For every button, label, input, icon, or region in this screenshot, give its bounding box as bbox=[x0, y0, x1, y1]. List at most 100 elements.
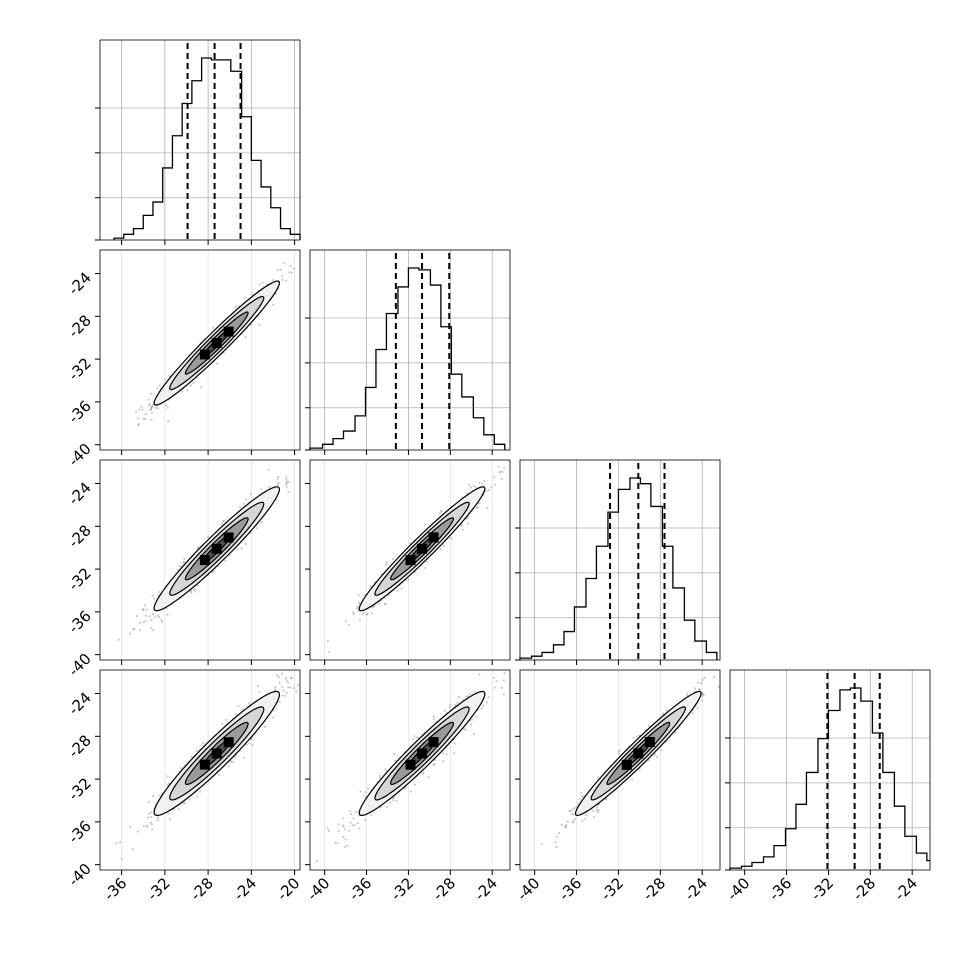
scatter-point bbox=[158, 591, 161, 594]
x-tick-label: -40 bbox=[303, 874, 333, 904]
histogram-steps bbox=[519, 477, 718, 660]
scatter-point bbox=[151, 629, 154, 632]
scatter-point bbox=[358, 618, 361, 621]
scatter-point bbox=[617, 750, 620, 753]
scatter-point bbox=[448, 703, 452, 706]
scatter-point bbox=[415, 736, 419, 739]
scatter-point bbox=[493, 483, 497, 486]
scatter-point bbox=[366, 612, 369, 615]
scatter-point bbox=[448, 706, 451, 709]
scatter-point bbox=[662, 712, 665, 715]
scatter-point bbox=[698, 688, 701, 691]
scatter-frame-r3-c1 bbox=[99, 459, 301, 661]
scatter-point bbox=[352, 611, 355, 614]
scatter-frame-r4-c3 bbox=[519, 669, 721, 871]
scatter-point bbox=[363, 818, 367, 822]
scatter-point bbox=[158, 384, 161, 387]
scatter-point bbox=[470, 718, 473, 722]
scatter-point bbox=[440, 510, 443, 513]
scatter-point bbox=[713, 676, 716, 679]
y-tick-label: -36 bbox=[65, 397, 95, 427]
scatter-point bbox=[461, 528, 464, 531]
scatter-point bbox=[289, 677, 292, 680]
scatter-point bbox=[379, 774, 382, 777]
scatter-point bbox=[456, 701, 459, 704]
scatter-point bbox=[195, 749, 199, 752]
scatter-point bbox=[288, 271, 291, 274]
scatter-point bbox=[167, 812, 170, 815]
scatter-point bbox=[224, 718, 228, 722]
scatter-point bbox=[384, 602, 387, 605]
scatter-frame-r4-c1 bbox=[99, 669, 301, 871]
scatter-point bbox=[89, 460, 91, 462]
scatter-point bbox=[357, 594, 360, 597]
scatter-point bbox=[156, 387, 159, 390]
scatter-point bbox=[261, 281, 264, 284]
scatter-point bbox=[413, 783, 416, 786]
scatter-point bbox=[149, 821, 152, 824]
scatter-point bbox=[145, 608, 148, 611]
scatter-point bbox=[167, 420, 170, 423]
scatter-point bbox=[469, 723, 473, 726]
scatter-point bbox=[469, 486, 472, 489]
scatter-point bbox=[579, 791, 583, 794]
scatter-point bbox=[360, 613, 363, 616]
scatter-point bbox=[144, 417, 147, 421]
scatter-point bbox=[303, 266, 305, 268]
scatter-point bbox=[141, 608, 144, 611]
scatter-point bbox=[181, 802, 184, 805]
scatter-point bbox=[137, 422, 141, 426]
scatter-point bbox=[263, 725, 267, 729]
scatter-point bbox=[422, 771, 425, 774]
scatter-point bbox=[136, 830, 139, 833]
histogram-steps bbox=[729, 687, 930, 870]
scatter-point bbox=[635, 735, 639, 738]
x-tick-label: -20 bbox=[273, 874, 303, 904]
scatter-point bbox=[697, 681, 700, 684]
scatter-point bbox=[258, 283, 261, 286]
scatter-point bbox=[287, 686, 290, 689]
scatter-point bbox=[136, 424, 140, 427]
scatter-point bbox=[647, 724, 650, 727]
scatter-point bbox=[487, 695, 490, 699]
scatter-point bbox=[560, 823, 563, 827]
scatter-point bbox=[115, 662, 117, 664]
density-peak-cell bbox=[428, 737, 439, 748]
scatter-point bbox=[279, 268, 282, 271]
scatter-point bbox=[364, 593, 367, 596]
scatter-point bbox=[478, 501, 481, 504]
scatter-point bbox=[346, 844, 349, 847]
scatter-point bbox=[290, 676, 294, 679]
x-tick-label: -32 bbox=[144, 874, 174, 904]
scatter-point bbox=[472, 732, 476, 736]
scatter-point bbox=[151, 828, 154, 831]
scatter-point bbox=[120, 858, 123, 861]
scatter-point bbox=[281, 685, 284, 689]
scatter-point bbox=[475, 715, 478, 718]
scatter-point bbox=[144, 614, 147, 617]
scatter-point bbox=[277, 481, 280, 484]
x-axis-col-4: -40 -36 -32 -28 -24 bbox=[723, 870, 921, 904]
x-tick-label: -36 bbox=[555, 874, 585, 904]
scatter-point bbox=[195, 795, 199, 798]
scatter-point bbox=[454, 703, 457, 706]
scatter-point bbox=[244, 542, 247, 546]
scatter-point bbox=[568, 809, 571, 813]
scatter-point bbox=[466, 522, 470, 525]
scatter-point bbox=[183, 561, 186, 564]
scatter-point bbox=[617, 752, 620, 755]
y-tick-label: -32 bbox=[65, 774, 95, 804]
y-tick-label: -28 bbox=[65, 521, 95, 551]
scatter-point bbox=[334, 841, 337, 844]
scatter-point bbox=[468, 483, 471, 486]
scatter-point bbox=[445, 753, 448, 756]
scatter-point bbox=[460, 524, 463, 528]
scatter-point bbox=[501, 470, 504, 474]
scatter-point bbox=[432, 715, 435, 718]
scatter-point bbox=[485, 701, 488, 704]
scatter-point bbox=[140, 405, 143, 408]
scatter-point bbox=[158, 794, 161, 797]
scatter-point bbox=[466, 695, 469, 698]
scatter-point bbox=[433, 762, 436, 766]
density-peak-cell bbox=[633, 748, 644, 759]
